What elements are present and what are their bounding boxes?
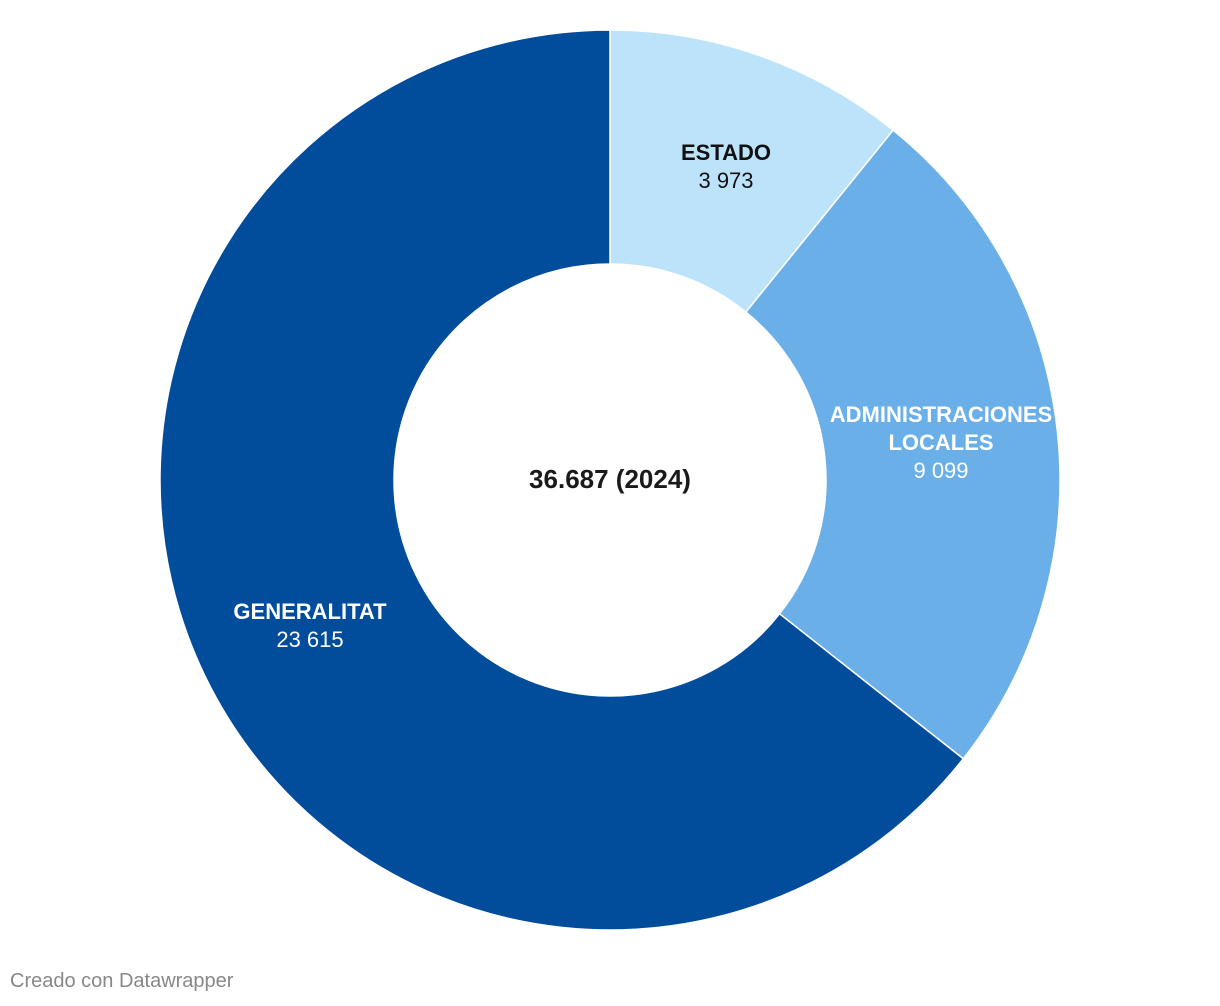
slice-label-value: 23 615 (276, 627, 343, 652)
center-total-label: 36.687 (2024) (529, 464, 691, 494)
slice-estado[interactable] (609, 29, 895, 314)
slice-label-name: ESTADO (681, 140, 771, 165)
slice-label-name: GENERALITAT (233, 599, 387, 624)
donut-slices (159, 29, 1061, 931)
slice-label-name: LOCALES (888, 430, 993, 455)
donut-chart: ESTADO 3 973 ADMINISTRACIONES LOCALES 9 099 G… (159, 29, 1061, 931)
footer-credit[interactable]: Creado con Datawrapper (10, 970, 234, 992)
slice-generalitat[interactable] (159, 29, 965, 931)
slice-administraciones-locales[interactable] (744, 129, 1061, 760)
slice-label-name: ADMINISTRACIONES (830, 402, 1052, 427)
slice-labels: ESTADO 3 973 ADMINISTRACIONES LOCALES 9 099 G… (233, 140, 1052, 652)
slice-label-value: 9 099 (913, 458, 968, 483)
slice-label-value: 3 973 (698, 168, 753, 193)
